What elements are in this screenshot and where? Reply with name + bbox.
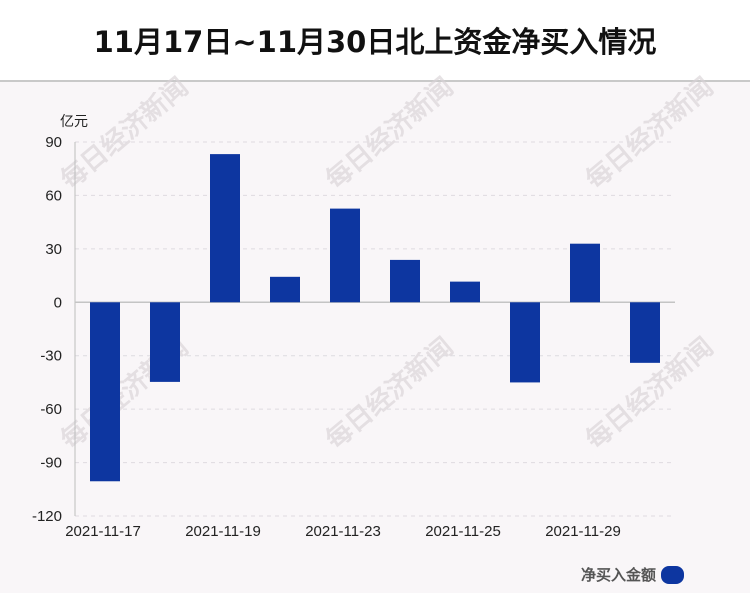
watermark-text: 每日经济新闻 <box>320 71 459 195</box>
chart-title: 11月17日~11月30日北上资金净买入情况 <box>93 25 657 59</box>
legend-label: 净买入金额 <box>581 566 656 584</box>
bar <box>150 302 180 382</box>
legend-swatch <box>661 566 684 584</box>
y-tick-label: 30 <box>45 241 62 258</box>
bar <box>330 208 360 303</box>
x-tick-labels: 2021-11-17 2021-11-19 2021-11-23 2021-11-25… <box>65 523 621 540</box>
x-tick-label: 2021-11-19 <box>185 523 261 540</box>
bars <box>90 154 660 482</box>
x-tick-label: 2021-11-29 <box>545 523 621 540</box>
y-tick-label: 90 <box>45 134 62 151</box>
y-tick-labels: 90 60 30 0 -30 -60 -90 -120 <box>32 134 62 525</box>
legend: 净买入金额 <box>581 566 684 584</box>
watermark-text: 每日经济新闻 <box>320 331 459 455</box>
bar <box>270 276 300 303</box>
bar <box>510 302 540 383</box>
bar <box>570 243 600 303</box>
y-tick-label: -120 <box>32 508 62 525</box>
watermark-text: 每日经济新闻 <box>55 71 194 195</box>
bar <box>390 259 420 303</box>
title-bar: 11月17日~11月30日北上资金净买入情况 <box>0 0 750 82</box>
y-tick-label: 60 <box>45 187 62 204</box>
y-tick-label: -90 <box>40 455 62 472</box>
plot-area <box>0 82 750 593</box>
bar <box>90 302 120 482</box>
y-tick-label: -60 <box>40 401 62 418</box>
x-tick-label: 2021-11-25 <box>425 523 501 540</box>
bar <box>630 302 660 363</box>
y-tick-label: 0 <box>54 294 62 311</box>
x-tick-label: 2021-11-23 <box>305 523 381 540</box>
bar <box>450 281 480 303</box>
y-unit-label: 亿元 <box>60 114 88 130</box>
x-tick-label: 2021-11-17 <box>65 523 141 540</box>
bar <box>210 154 240 303</box>
watermark-text: 每日经济新闻 <box>580 71 719 195</box>
y-tick-label: -30 <box>40 348 62 365</box>
